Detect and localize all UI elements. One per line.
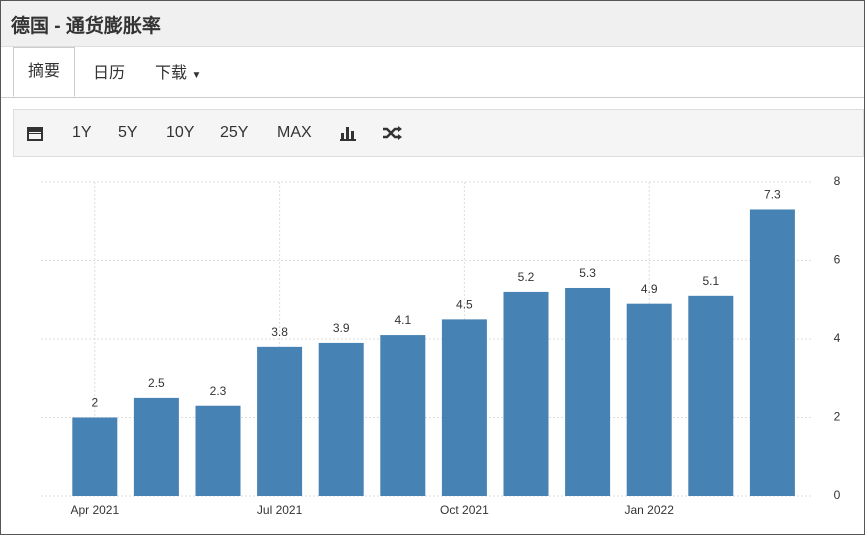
bar [318,342,364,496]
range-button[interactable]: 25Y [220,124,249,141]
x-tick-label: Jul 2021 [257,503,303,517]
y-tick-label: 4 [834,331,841,345]
bar [133,397,179,496]
y-tick-label: 6 [834,253,841,267]
tab-label: 下载 [155,65,188,82]
range-button[interactable]: MAX [277,124,312,141]
tab-bar: 摘要 日历 下载 ▼ [1,47,864,98]
x-tick-label: Oct 2021 [440,503,489,517]
data-label: 3.8 [271,325,288,339]
toolbar: 1Y 5Y 10Y 25Y MAX [13,109,864,157]
bar [195,405,241,496]
bar [441,319,487,496]
bar-chart-icon[interactable] [340,125,356,141]
bar [688,295,734,496]
title-bar: 德国 - 通货膨胀率 [1,1,864,47]
range-button[interactable]: 1Y [72,124,92,141]
data-label: 4.1 [394,313,411,327]
tab[interactable]: 下载 ▼ [155,59,201,83]
data-label: 4.9 [641,282,658,296]
data-label: 5.2 [518,270,535,284]
range-button[interactable]: 5Y [118,124,138,141]
page-title: 德国 - 通货膨胀率 [11,16,161,37]
tab[interactable]: 摘要 [13,47,75,97]
y-tick-label: 8 [834,174,841,188]
y-tick-label: 2 [834,410,841,424]
data-label: 2 [91,396,98,410]
data-label: 2.5 [148,376,165,390]
x-tick-label: Apr 2021 [70,503,119,517]
chart: 0 2 4 6 8 Apr 2021 Jul 2021 Oct 2021 Jan 2022 2 2.… [41,174,841,517]
bar [749,209,795,496]
bar [626,303,672,496]
tab[interactable]: 日历 [93,65,126,82]
calendar-icon[interactable] [26,125,44,142]
data-label: 5.3 [579,266,596,280]
range-button[interactable]: 10Y [166,124,195,141]
bar [72,417,118,496]
shuffle-icon[interactable] [382,125,402,141]
bar [257,346,303,496]
dropdown-caret: ▼ [191,70,202,81]
data-label: 2.3 [210,384,227,398]
bar [565,287,611,496]
x-tick-label: Jan 2022 [625,503,675,517]
data-label: 3.9 [333,321,350,335]
data-label: 5.1 [702,274,719,288]
data-label: 4.5 [456,298,473,312]
bar [503,291,549,496]
bar [380,335,426,496]
y-tick-label: 0 [834,488,841,502]
data-label: 7.3 [764,188,781,202]
